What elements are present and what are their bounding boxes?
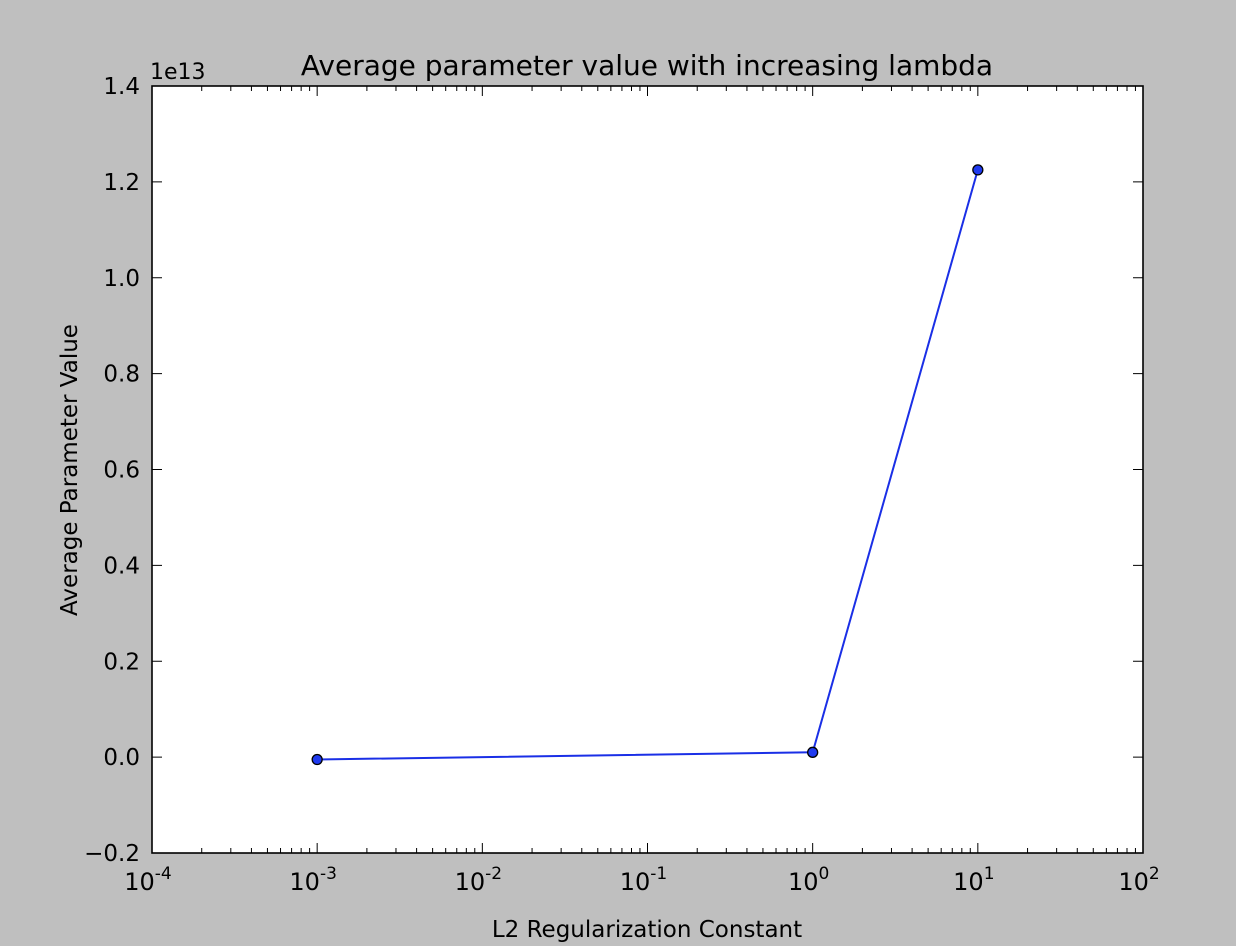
chart-title: Average parameter value with increasing … [301, 49, 993, 82]
data-point [972, 164, 984, 176]
x-tick-label: 10-1 [620, 864, 668, 896]
y-tick-label: 0.4 [103, 553, 140, 579]
y-tick-label: 0.8 [103, 362, 140, 388]
y-tick-label: 0.2 [103, 649, 140, 675]
x-tick-label: 10-2 [455, 864, 503, 896]
x-tick-label: 101 [953, 864, 994, 896]
plot-frame [151, 85, 1144, 854]
plot-area [152, 86, 1143, 853]
x-tick-label: 102 [1118, 864, 1159, 896]
data-point [807, 746, 819, 758]
data-point [311, 753, 323, 766]
y-tick-label: 0.0 [103, 745, 140, 771]
x-tick-label: 10-3 [289, 864, 337, 896]
y-offset-label: 1e13 [150, 60, 206, 85]
x-tick-label: 100 [788, 864, 829, 896]
y-tick-label: 1.2 [103, 170, 140, 196]
x-axis-label: L2 Regularization Constant [492, 917, 802, 943]
y-tick-label: 1.4 [103, 74, 140, 100]
y-tick-label: −0.2 [84, 841, 140, 867]
y-tick-label: 0.6 [103, 458, 140, 484]
x-tick-label: 10-4 [124, 864, 172, 896]
y-tick-label: 1.0 [103, 266, 140, 292]
y-axis-label: Average Parameter Value [57, 324, 83, 616]
